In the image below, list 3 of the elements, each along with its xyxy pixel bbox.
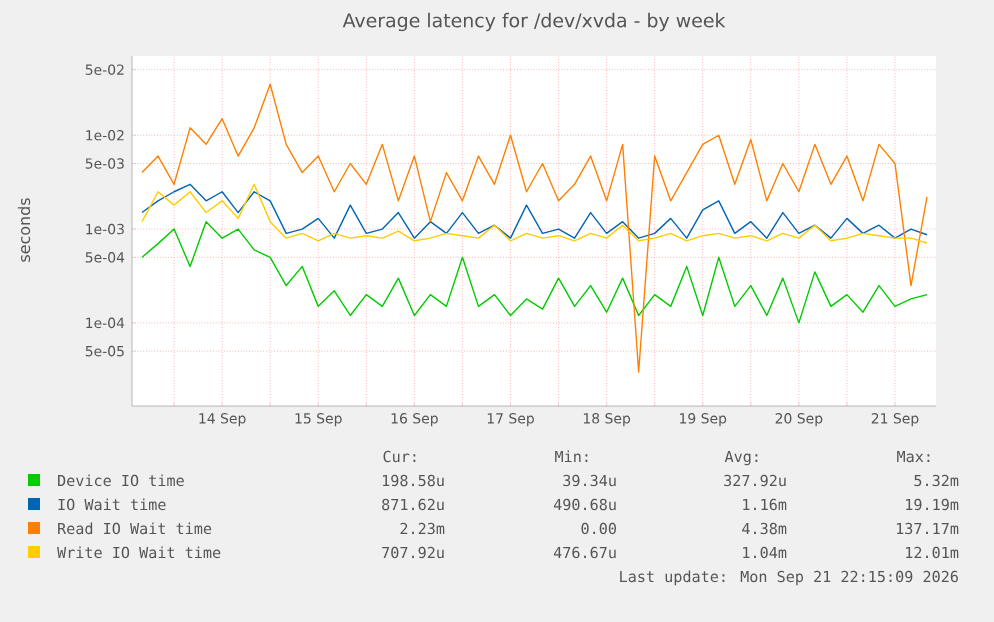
line-series xyxy=(141,83,928,373)
line-series xyxy=(141,220,928,324)
chart-title: Average latency for /dev/xvda - by week xyxy=(342,12,726,32)
